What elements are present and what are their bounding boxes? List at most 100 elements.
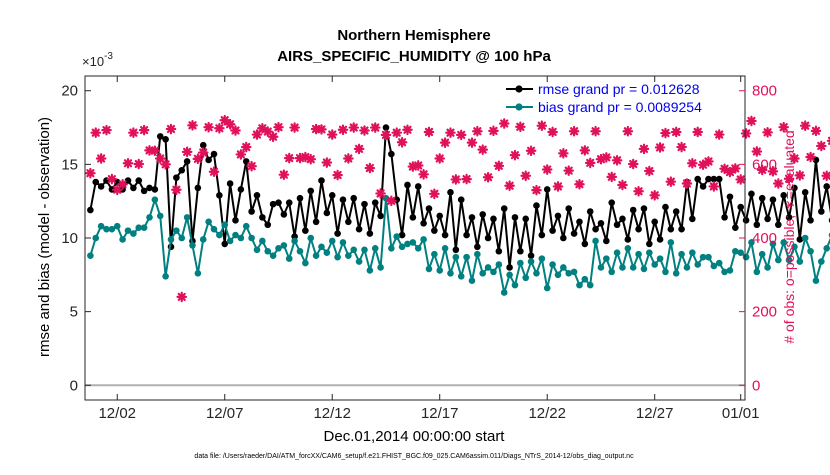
obs-evaluated-marker	[563, 165, 575, 176]
obs-evaluated-marker	[660, 127, 671, 139]
obs-evaluated-marker	[703, 156, 714, 167]
obs-evaluated-marker	[262, 126, 274, 137]
rmse-point	[780, 191, 787, 199]
rmse-point	[183, 158, 191, 165]
obs-evaluated-marker	[552, 181, 564, 192]
obs-evaluated-marker	[477, 144, 489, 155]
bias-point	[748, 239, 755, 246]
bias-point	[173, 227, 180, 234]
bias-point	[613, 249, 621, 257]
rmse-point	[694, 175, 702, 183]
bias-point	[823, 245, 830, 252]
obs-evaluated-marker	[235, 149, 247, 160]
rmse-point	[538, 231, 546, 239]
rmse-point	[603, 237, 610, 245]
bias-point	[103, 225, 110, 233]
obs-evaluated-marker	[310, 123, 322, 135]
y-tick-label-right: 200	[752, 304, 777, 321]
bias-point	[468, 277, 476, 285]
rmse-point	[253, 191, 261, 199]
y-tick-label-left: 15	[61, 156, 78, 173]
obs-evaluated-marker	[493, 160, 505, 172]
obs-evaluated-marker	[816, 140, 827, 152]
bias-point	[221, 221, 229, 229]
rmse-point	[560, 234, 567, 242]
bias-point	[280, 242, 288, 249]
rmse-point	[173, 174, 180, 181]
bias-point	[791, 243, 798, 251]
rmse-point	[753, 221, 761, 229]
obs-evaluated-marker	[692, 126, 704, 138]
bias-point	[549, 261, 556, 268]
rmse-point	[436, 212, 444, 220]
obs-evaluated-marker	[547, 126, 558, 138]
rmse-point	[721, 214, 728, 221]
bias-point	[656, 255, 664, 262]
bias-point	[318, 243, 325, 251]
rmse-point	[651, 218, 659, 226]
bias-point	[248, 234, 255, 242]
bias-point	[683, 264, 691, 271]
rmse-point	[140, 187, 148, 195]
obs-evaluated-marker	[219, 114, 231, 126]
rmse-point	[97, 183, 105, 190]
bias-point	[92, 234, 100, 242]
rmse-point	[259, 214, 266, 221]
rmse-point	[699, 183, 707, 190]
x-tick-label: 12/02	[98, 405, 136, 422]
obs-evaluated-marker	[687, 157, 698, 169]
bias-point	[339, 239, 347, 246]
y-tick-label-right: 600	[752, 156, 777, 173]
bias-point	[162, 272, 169, 280]
rmse-point	[194, 184, 202, 192]
obs-evaluated-marker	[214, 122, 225, 134]
bias-point	[178, 234, 186, 242]
rmse-point	[162, 136, 169, 143]
obs-evaluated-marker	[187, 120, 198, 131]
rmse-point	[624, 236, 632, 243]
obs-evaluated-marker	[165, 123, 177, 135]
bias-point	[151, 196, 159, 204]
rmse-point	[92, 178, 100, 186]
obs-evaluated-marker	[773, 178, 784, 189]
y-tick-label-left: 20	[61, 83, 78, 100]
obs-evaluated-marker	[224, 118, 236, 130]
obs-evaluated-marker	[386, 195, 397, 207]
bias-point	[586, 281, 594, 289]
rmse-point	[371, 199, 379, 206]
rmse-point	[108, 186, 116, 193]
bias-point	[581, 275, 589, 283]
bias-point	[307, 234, 315, 242]
rmse-point	[785, 214, 793, 221]
rmse-point	[328, 191, 336, 199]
obs-evaluated-marker	[106, 173, 118, 185]
y-tick-label-right: 400	[752, 230, 777, 247]
obs-evaluated-marker	[439, 137, 451, 148]
rmse-point	[818, 208, 825, 215]
obs-evaluated-marker	[154, 153, 166, 164]
legend-marker-bias	[515, 103, 523, 111]
rmse-point	[500, 205, 508, 212]
rmse-point	[764, 215, 771, 223]
bias-point	[108, 225, 116, 233]
rmse-point	[302, 227, 309, 234]
obs-evaluated-marker	[670, 126, 682, 138]
bias-point	[447, 270, 454, 277]
rmse-point	[635, 225, 642, 233]
rmse-point	[517, 247, 524, 255]
obs-evaluated-marker	[144, 145, 155, 156]
bias-point	[441, 245, 449, 252]
bias-point	[522, 274, 530, 282]
x-tick-label: 12/12	[313, 405, 351, 422]
bias-point	[646, 249, 653, 257]
rmse-point	[662, 203, 669, 211]
bias-point	[463, 253, 470, 261]
obs-evaluated-marker	[461, 173, 472, 185]
obs-evaluated-marker	[326, 129, 338, 140]
obs-evaluated-marker	[423, 126, 435, 138]
obs-evaluated-marker	[240, 141, 252, 153]
rmse-point	[490, 215, 497, 223]
rmse-point	[823, 183, 830, 190]
rmse-point	[420, 219, 427, 227]
